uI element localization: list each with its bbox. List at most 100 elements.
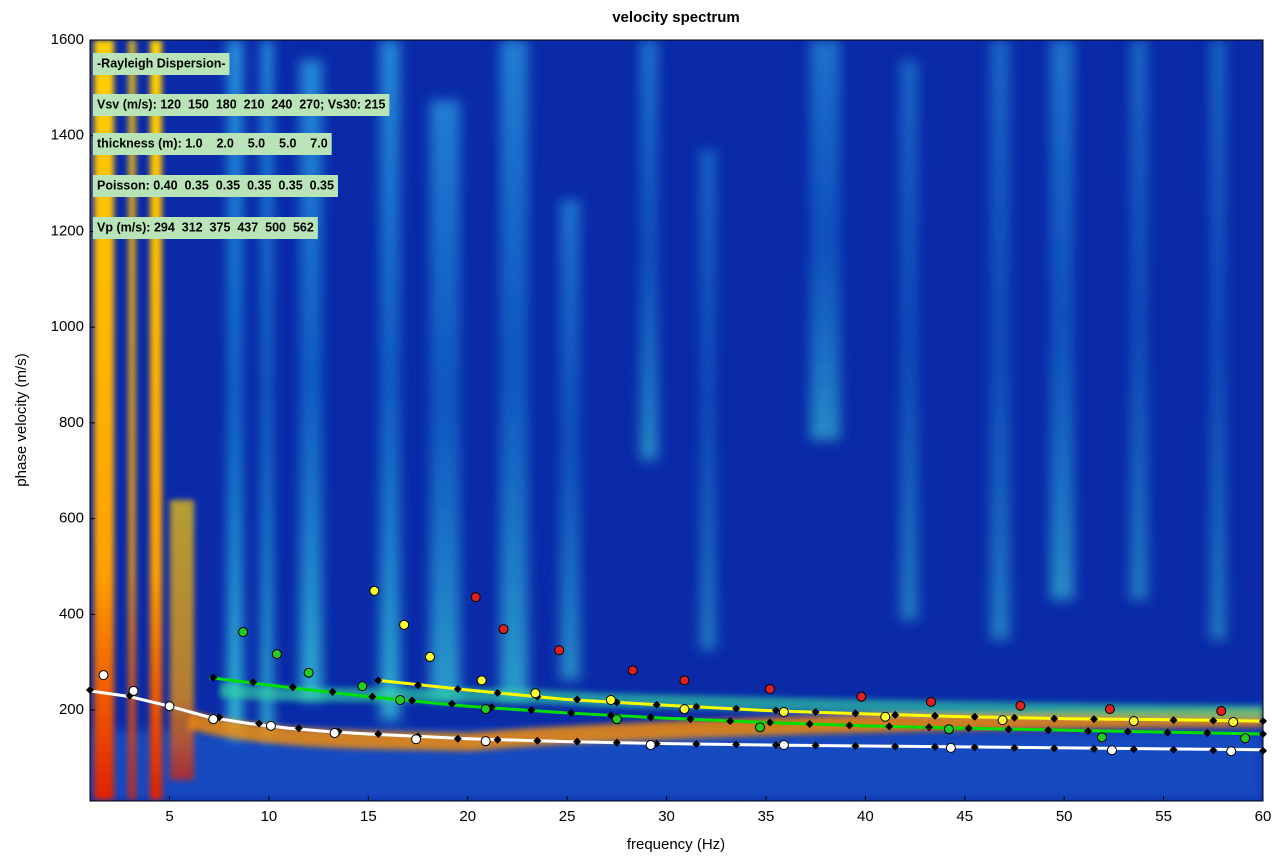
data-point	[164, 701, 175, 712]
picked-point	[646, 713, 655, 722]
x-axis-label: frequency (Hz)	[627, 836, 725, 853]
plot-area	[86, 585, 1267, 757]
picked-point	[249, 678, 258, 687]
picked-point	[288, 683, 297, 692]
data-point	[1128, 716, 1139, 727]
x-tick-label: 5	[165, 808, 173, 825]
picked-point	[1203, 729, 1212, 738]
picked-point	[612, 738, 621, 747]
note-box	[93, 217, 318, 239]
x-tick-label: 35	[758, 808, 775, 825]
data-point	[1240, 733, 1251, 744]
model-note: -Rayleigh Dispersion-	[93, 53, 230, 75]
picked-point	[414, 681, 423, 690]
data-point	[945, 742, 956, 753]
data-point	[357, 681, 368, 692]
x-tick-label: 45	[956, 808, 973, 825]
data-point	[498, 624, 509, 635]
y-axis-label: phase velocity (m/s)	[13, 353, 30, 486]
note-box	[93, 175, 338, 197]
picked-point	[573, 737, 582, 746]
note-text: Vsv (m/s): 120 150 180 210 240 270; Vs30…	[97, 97, 385, 111]
data-point	[679, 675, 690, 686]
picked-point	[765, 718, 774, 727]
data-point	[943, 724, 954, 735]
data-point	[395, 695, 406, 706]
picked-point	[811, 741, 820, 750]
picked-point	[453, 734, 462, 743]
picked-point	[1209, 716, 1218, 725]
x-tick-label: 55	[1155, 808, 1172, 825]
picked-point	[533, 736, 542, 745]
y-tick-label: 1400	[51, 127, 84, 144]
y-tick-label: 1200	[51, 222, 84, 239]
picked-point	[294, 724, 303, 733]
picked-point	[1090, 715, 1099, 724]
data-point	[411, 734, 422, 745]
y-tick-label: 1600	[51, 31, 84, 48]
picked-point	[811, 707, 820, 716]
model-note: thickness (m): 1.0 2.0 5.0 5.0 7.0	[93, 133, 332, 155]
data-point	[476, 675, 487, 686]
data-point	[645, 740, 656, 751]
picked-point	[970, 712, 979, 721]
data-point	[778, 740, 789, 751]
data-point	[480, 736, 491, 747]
data-point	[778, 706, 789, 717]
data-point	[424, 651, 435, 662]
data-point	[611, 714, 622, 725]
x-tick-label: 50	[1056, 808, 1073, 825]
picked-point	[328, 687, 337, 696]
x-tick-label: 40	[857, 808, 874, 825]
note-text: Vp (m/s): 294 312 375 437 500 562	[97, 220, 314, 234]
data-point	[1216, 706, 1227, 717]
picked-point	[692, 740, 701, 749]
picked-point	[924, 723, 933, 732]
data-point	[679, 704, 690, 715]
data-point	[925, 696, 936, 707]
picked-point	[408, 696, 417, 705]
picked-point	[1050, 744, 1059, 753]
picked-point	[851, 741, 860, 750]
data-point	[1226, 746, 1237, 757]
picked-point	[891, 710, 900, 719]
picked-point	[686, 715, 695, 724]
picked-point	[1044, 726, 1053, 735]
data-point	[1228, 717, 1239, 728]
picked-point	[254, 719, 263, 728]
data-point	[480, 704, 491, 715]
picked-point	[692, 702, 701, 711]
x-tick-label: 15	[360, 808, 377, 825]
picked-point	[493, 688, 502, 697]
picked-point	[374, 676, 383, 685]
picked-point	[447, 699, 456, 708]
picked-point	[885, 722, 894, 731]
picked-point	[453, 685, 462, 694]
data-point	[856, 691, 867, 702]
picked-point	[1123, 727, 1132, 736]
model-note: Vsv (m/s): 120 150 180 210 240 270; Vs30…	[93, 94, 390, 116]
picked-point	[1090, 744, 1099, 753]
picked-point	[805, 719, 814, 728]
picked-point	[1209, 746, 1218, 755]
data-point	[880, 711, 891, 722]
picked-point	[771, 706, 780, 715]
data-point	[271, 649, 282, 660]
data-point	[399, 619, 410, 630]
data-point	[128, 685, 139, 696]
picked-point	[851, 709, 860, 718]
y-tick-label: 200	[59, 701, 84, 718]
note-box	[93, 94, 390, 116]
picked-point	[1010, 713, 1019, 722]
data-point	[997, 715, 1008, 726]
note-box	[93, 53, 230, 75]
dispersion-curve	[209, 676, 1264, 736]
x-tick-label: 25	[559, 808, 576, 825]
x-tick-label: 30	[658, 808, 675, 825]
picked-point	[970, 743, 979, 752]
heatmap-streaks	[90, 40, 1263, 801]
x-tick-label: 60	[1255, 808, 1272, 825]
picked-point	[573, 695, 582, 704]
y-tick-label: 600	[59, 510, 84, 527]
